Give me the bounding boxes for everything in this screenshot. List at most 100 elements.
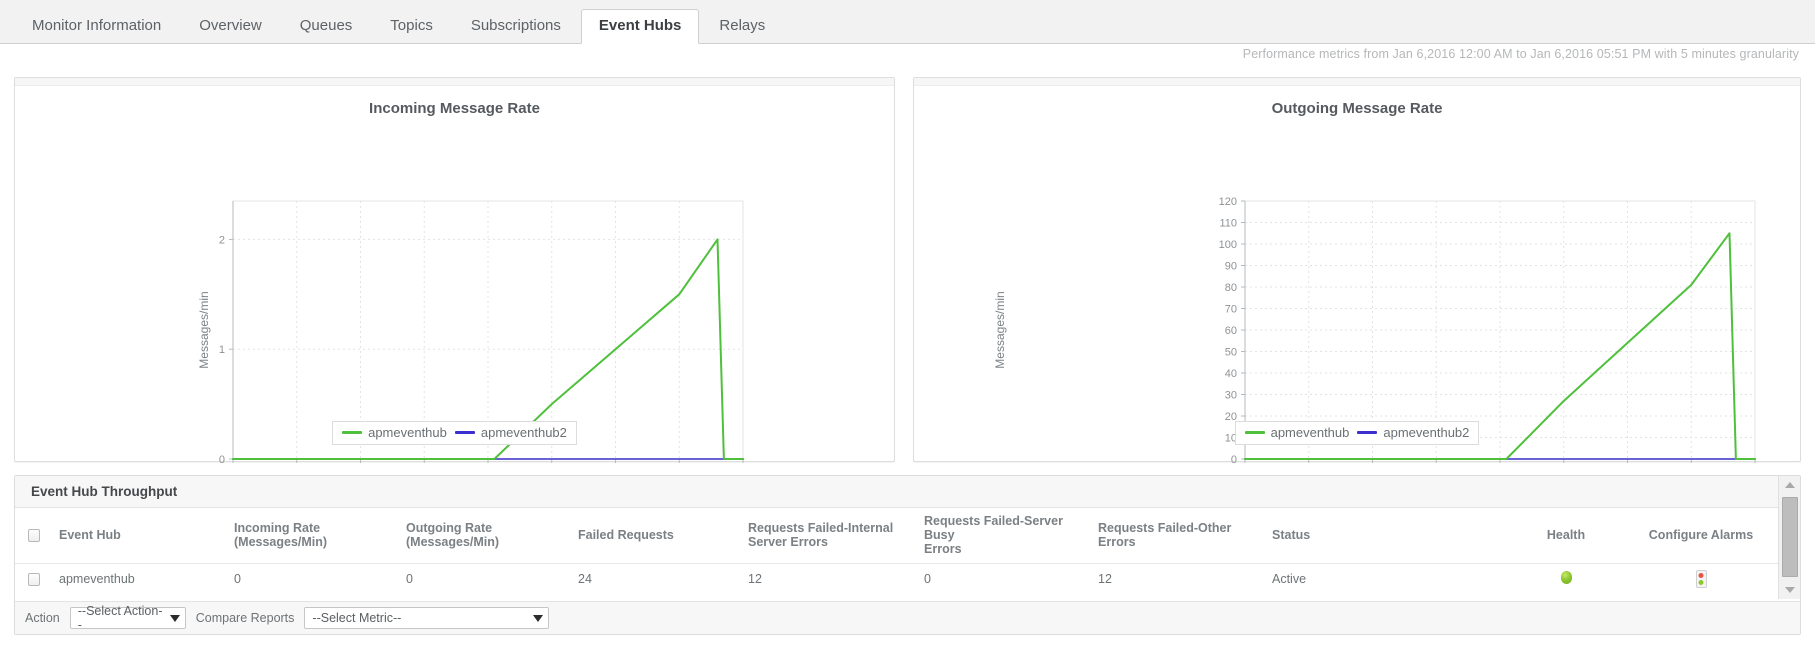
event-hub-throughput-panel: Event Hub Throughput Event Hub Incoming … — [14, 475, 1801, 635]
compare-metric-select[interactable]: --Select Metric-- — [304, 607, 550, 629]
outgoing-chart-legend: apmeventhub apmeventhub2 — [914, 421, 1800, 445]
table-action-bar: Action --Select Action-- Compare Reports… — [15, 601, 1800, 634]
chevron-down-icon — [169, 614, 180, 622]
outgoing-chart-svg: 010203040506070809010011012016:3016:4016… — [993, 196, 1756, 463]
tab-queues[interactable]: Queues — [299, 17, 353, 34]
table-scroll-region: Event Hub Incoming Rate (Messages/Min) O… — [15, 508, 1800, 591]
col-incoming-rate-line1: Incoming Rate — [234, 521, 321, 535]
svg-text:80: 80 — [1225, 282, 1237, 294]
tab-overview[interactable]: Overview — [199, 17, 262, 34]
outgoing-message-rate-panel: Outgoing Message Rate 0 10 20 30 40 50 60 70 80 9… — [913, 77, 1801, 463]
event-hub-table: Event Hub Incoming Rate (Messages/Min) O… — [15, 508, 1780, 591]
performance-metrics-caption: Performance metrics from Jan 6,2016 12:0… — [1242, 47, 1799, 61]
svg-text:0: 0 — [219, 454, 225, 463]
scroll-up-arrow-icon[interactable] — [1779, 476, 1801, 494]
incoming-chart-legend: apmeventhub apmeventhub2 — [15, 421, 894, 445]
legend-item-apmeventhub2[interactable]: apmeventhub2 — [1357, 425, 1469, 440]
svg-text:120: 120 — [1219, 196, 1237, 208]
cell-health — [1510, 563, 1628, 591]
svg-text:40: 40 — [1225, 368, 1237, 380]
col-status: Status — [1272, 508, 1510, 564]
cell-busy-errors: 0 — [924, 563, 1098, 591]
compare-reports-label: Compare Reports — [195, 611, 295, 625]
outgoing-chart-plot: 010203040506070809010011012016:3016:4016… — [914, 78, 1800, 463]
cell-internal-errors: 12 — [748, 563, 924, 591]
scroll-down-arrow-icon[interactable] — [1779, 581, 1801, 599]
svg-text:60: 60 — [1225, 325, 1237, 337]
incoming-chart-svg: 01216:3016:4016:5017:0017:1017:2017:3017… — [197, 200, 744, 463]
svg-text:30: 30 — [1225, 390, 1237, 402]
legend-item-apmeventhub[interactable]: apmeventhub — [1244, 425, 1350, 440]
table-vertical-scrollbar[interactable] — [1778, 476, 1800, 599]
incoming-chart-title: Incoming Message Rate — [369, 100, 540, 117]
chevron-down-icon — [533, 614, 544, 622]
incoming-message-rate-panel: Incoming Message Rate 01216:3016:4016:50… — [14, 77, 895, 463]
cell-event-hub: apmeventhub — [59, 563, 234, 591]
table-title: Event Hub Throughput — [31, 484, 178, 499]
main-tab-bar: Monitor Information Overview Queues Topi… — [0, 0, 1815, 44]
col-health: Health — [1510, 508, 1628, 564]
col-configure-alarms: Configure Alarms — [1628, 508, 1780, 564]
svg-text:50: 50 — [1225, 347, 1237, 359]
traffic-light-icon[interactable] — [1695, 570, 1707, 588]
col-busy-line1: Requests Failed-Server Busy — [924, 514, 1063, 542]
cell-outgoing-rate: 0 — [406, 563, 578, 591]
svg-text:110: 110 — [1219, 218, 1237, 230]
legend-swatch-green — [1244, 431, 1265, 434]
col-incoming-rate-line2: (Messages/Min) — [234, 535, 328, 549]
action-select-value: --Select Action-- — [77, 604, 163, 632]
col-incoming-rate: Incoming Rate (Messages/Min) — [234, 508, 406, 564]
svg-text:90: 90 — [1225, 261, 1237, 273]
cell-incoming-rate: 0 — [234, 563, 406, 591]
cell-status: Active — [1272, 563, 1510, 591]
table-row[interactable]: apmeventhub 0 0 24 12 0 12 Active — [15, 563, 1780, 591]
svg-text:1: 1 — [219, 344, 225, 356]
tab-topics[interactable]: Topics — [390, 17, 433, 34]
svg-text:0: 0 — [1231, 454, 1237, 463]
tab-subscriptions[interactable]: Subscriptions — [470, 17, 561, 34]
svg-text:20: 20 — [1225, 411, 1237, 423]
legend-label-apmeventhub2: apmeventhub2 — [1383, 425, 1470, 440]
tab-monitor-information[interactable]: Monitor Information — [32, 17, 162, 34]
outgoing-chart-title: Outgoing Message Rate — [1271, 100, 1443, 117]
svg-text:10: 10 — [1225, 433, 1237, 445]
scrollbar-thumb[interactable] — [1782, 497, 1798, 577]
action-select[interactable]: --Select Action-- — [69, 604, 186, 632]
col-busy-line2: Errors — [924, 542, 962, 556]
tab-event-hubs[interactable]: Event Hubs — [580, 9, 700, 44]
col-other-errors: Requests Failed-Other Errors — [1098, 508, 1272, 564]
row-select-cell — [15, 563, 59, 591]
svg-text:Messages/min: Messages/min — [197, 291, 211, 368]
svg-text:Messages/min: Messages/min — [993, 291, 1007, 368]
col-outgoing-rate: Outgoing Rate (Messages/Min) — [406, 508, 578, 564]
col-event-hub: Event Hub — [59, 508, 234, 564]
col-failed-requests: Failed Requests — [578, 508, 748, 564]
legend-swatch-blue — [1357, 431, 1378, 434]
compare-metric-value: --Select Metric-- — [312, 611, 402, 625]
legend-swatch-green — [342, 431, 363, 434]
cell-failed-requests: 24 — [578, 563, 748, 591]
cell-configure-alarms — [1628, 563, 1780, 591]
legend-item-apmeventhub2[interactable]: apmeventhub2 — [454, 425, 567, 440]
legend-item-apmeventhub[interactable]: apmeventhub — [342, 425, 447, 440]
health-status-icon — [1560, 571, 1572, 584]
col-select-all — [15, 508, 59, 564]
col-outgoing-rate-line2: (Messages/Min) — [406, 535, 500, 549]
legend-swatch-blue — [454, 431, 475, 434]
col-internal-line2: Server Errors — [748, 535, 828, 549]
action-label: Action — [25, 611, 60, 625]
col-internal-line1: Requests Failed-Internal — [748, 521, 894, 535]
select-all-checkbox[interactable] — [28, 529, 40, 543]
table-title-bar: Event Hub Throughput — [15, 476, 1800, 508]
col-server-busy-errors: Requests Failed-Server Busy Errors — [924, 508, 1098, 564]
svg-text:2: 2 — [219, 234, 225, 246]
row-checkbox[interactable] — [28, 573, 40, 587]
cell-other-errors: 12 — [1098, 563, 1272, 591]
col-outgoing-rate-line1: Outgoing Rate — [406, 521, 493, 535]
tab-relays[interactable]: Relays — [719, 17, 766, 34]
legend-label-apmeventhub: apmeventhub — [1270, 425, 1350, 440]
col-internal-server-errors: Requests Failed-Internal Server Errors — [748, 508, 924, 564]
legend-label-apmeventhub2: apmeventhub2 — [480, 425, 567, 440]
svg-text:70: 70 — [1225, 304, 1237, 316]
incoming-chart-plot: 01216:3016:4016:5017:0017:1017:2017:3017… — [15, 78, 894, 463]
